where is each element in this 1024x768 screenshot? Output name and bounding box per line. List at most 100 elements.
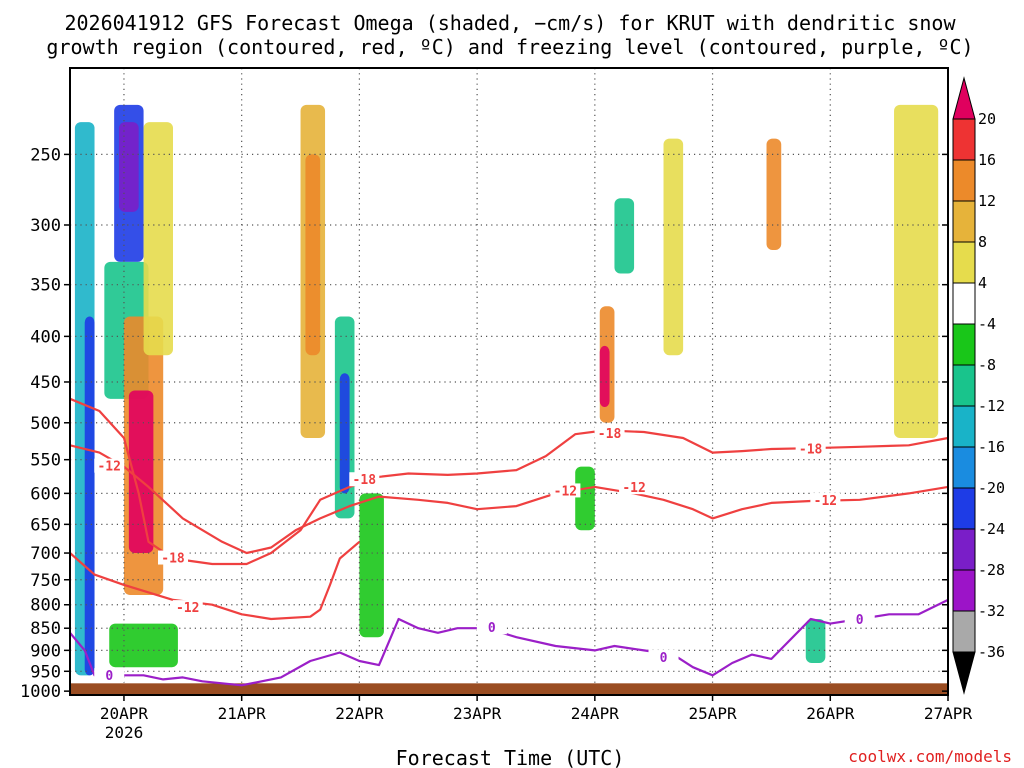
x-tick-label-22APR: 22APR xyxy=(335,704,384,723)
y-tick-label-850: 850 xyxy=(30,619,61,639)
dgz-minus18-contour-label-bg-2 xyxy=(594,426,625,441)
colorbar-label-1: 16 xyxy=(978,151,996,169)
y-tick-label-600: 600 xyxy=(30,484,61,504)
x-tick-label-24APR: 24APR xyxy=(571,704,620,723)
dgz-minus12-contour-label-3: -12 xyxy=(814,494,837,509)
y-tick-label-650: 650 xyxy=(30,515,61,535)
contour-layer: -12 -12 -12 -12 -18 -18 -18 -18 -12 0 0 0 0 xyxy=(69,397,949,687)
credit-text: coolwx.com/models xyxy=(848,747,1012,766)
omega-cell-19 xyxy=(805,619,826,664)
x-tick-label-26APR: 26APR xyxy=(806,704,855,723)
dgz-minus18-contour-label-bg-3 xyxy=(795,441,826,456)
colorbar-segment-7 xyxy=(952,364,976,407)
dgz-second-minus12-contour xyxy=(69,540,361,621)
y-tick-label-1000: 1000 xyxy=(20,682,61,702)
colorbar-segment-11 xyxy=(952,528,976,571)
colorbar-top-triangle xyxy=(952,76,976,120)
colorbar-segment-12 xyxy=(952,569,976,612)
y-tick-label-500: 500 xyxy=(30,414,61,434)
omega-cell-3 xyxy=(119,122,139,212)
colorbar-label-3: 8 xyxy=(978,233,987,251)
freezing-level-contour xyxy=(69,598,949,687)
y-tick-label-950: 950 xyxy=(30,662,61,682)
y-tick-label-250: 250 xyxy=(30,145,61,165)
omega-cell-12 xyxy=(339,373,350,494)
dgz-minus12-contour-label-bg-0 xyxy=(94,458,125,473)
x-tick-label-23APR: 23APR xyxy=(453,704,502,723)
x-tick-label-21APR: 21APR xyxy=(218,704,267,723)
dgz-minus18-contour-label-3: -18 xyxy=(799,443,823,458)
colorbar: 20 16 12 8 4 -4 -8 -12 -16 -20 -24 -28 -32 -36 xyxy=(952,76,1005,695)
colorbar-label-10: -24 xyxy=(978,520,1005,538)
freezing-level-contour-label-0: 0 xyxy=(105,669,113,684)
omega-cell-6 xyxy=(128,390,154,554)
x-tick-sublabel-20APR: 2026 xyxy=(105,723,144,742)
dgz-minus12-contour-label-bg-1 xyxy=(550,483,581,498)
chart-title-line-1: 2026041912 GFS Forecast Omega (shaded, −… xyxy=(64,11,956,35)
colorbar-label-2: 12 xyxy=(978,192,996,210)
freezing-level-contour-label-bg-2 xyxy=(648,650,679,665)
dgz-minus18-contour-label-0: -18 xyxy=(161,552,185,567)
freezing-level-contour-label-bg-3 xyxy=(844,611,875,626)
dgz-second-minus12-contour-label-0: -12 xyxy=(176,601,199,616)
y-tick-label-750: 750 xyxy=(30,571,61,591)
colorbar-label-13: -36 xyxy=(978,643,1005,661)
colorbar-label-12: -32 xyxy=(978,602,1005,620)
omega-cell-1 xyxy=(84,316,95,676)
omega-cell-10 xyxy=(305,154,321,356)
dgz-second-minus12-contour-label-bg-0 xyxy=(172,600,203,615)
colorbar-segment-9 xyxy=(952,446,976,489)
omega-cell-20 xyxy=(894,104,939,438)
omega-cell-21 xyxy=(663,138,684,356)
freezing-level-contour-label-bg-0 xyxy=(94,668,125,683)
omega-cell-7 xyxy=(109,623,178,668)
colorbar-segment-4 xyxy=(952,241,976,284)
freezing-level-contour-label-3: 0 xyxy=(856,613,864,628)
colorbar-label-7: -12 xyxy=(978,397,1005,415)
omega-cell-13 xyxy=(359,493,384,638)
y-tick-label-400: 400 xyxy=(30,327,61,347)
terrain-surface xyxy=(70,683,948,695)
y-tick-label-300: 300 xyxy=(30,216,61,236)
freezing-level-contour-label-bg-1 xyxy=(476,620,507,635)
colorbar-segment-1 xyxy=(952,118,976,161)
y-tick-label-900: 900 xyxy=(30,641,61,661)
colorbar-segment-5 xyxy=(952,282,976,325)
colorbar-label-4: 4 xyxy=(978,274,987,292)
colorbar-segment-2 xyxy=(952,159,976,202)
colorbar-segment-10 xyxy=(952,487,976,530)
y-tick-label-700: 700 xyxy=(30,544,61,564)
x-tick-label-20APR: 20APR xyxy=(100,704,149,723)
dgz-minus12-contour-label-bg-2 xyxy=(619,480,650,495)
dgz-minus12-contour-label-2: -12 xyxy=(622,481,645,496)
dgz-minus18-contour-label-bg-0 xyxy=(158,550,189,565)
dgz-minus18-contour-label-2: -18 xyxy=(598,427,622,442)
dgz-minus12-contour-label-1: -12 xyxy=(554,484,577,499)
dgz-minus12-contour-label-0: -12 xyxy=(97,460,120,475)
omega-cell-8 xyxy=(143,122,174,356)
omega-cell-16 xyxy=(599,345,610,407)
dgz-minus18-contour-label-1: -18 xyxy=(353,473,377,488)
omega-cell-14 xyxy=(575,466,595,531)
colorbar-label-5: -4 xyxy=(978,315,996,333)
omega-cell-17 xyxy=(614,198,635,274)
colorbar-label-11: -28 xyxy=(978,561,1005,579)
omega-cell-18 xyxy=(766,138,782,250)
freezing-level-contour-label-1: 0 xyxy=(488,621,496,636)
colorbar-label-6: -8 xyxy=(978,356,996,374)
x-tick-label-25APR: 25APR xyxy=(688,704,737,723)
y-tick-label-800: 800 xyxy=(30,596,61,616)
colorbar-segment-6 xyxy=(952,323,976,366)
y-tick-label-550: 550 xyxy=(30,451,61,471)
y-tick-label-450: 450 xyxy=(30,373,61,393)
freezing-level-contour-label-2: 0 xyxy=(660,651,668,666)
chart-title-line-2: growth region (contoured, red, ºC) and f… xyxy=(46,35,973,59)
colorbar-label-8: -16 xyxy=(978,438,1005,456)
dgz-minus12-contour xyxy=(69,444,949,555)
plot-area: -12 -12 -12 -12 -18 -18 -18 -18 -12 0 0 0 0 xyxy=(69,67,949,696)
colorbar-segment-3 xyxy=(952,200,976,243)
dgz-minus18-contour-label-bg-1 xyxy=(349,472,380,487)
x-tick-label-27APR: 27APR xyxy=(924,704,973,723)
